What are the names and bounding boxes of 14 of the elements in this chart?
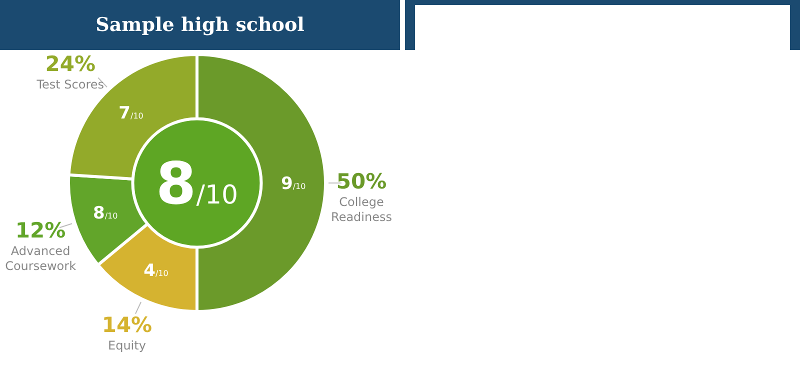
slice-label: Equity bbox=[108, 338, 146, 353]
text: 7/10 bbox=[118, 104, 144, 124]
slice-label: Advanced Coursework bbox=[5, 244, 76, 274]
data-label: 24% bbox=[45, 52, 96, 76]
slice-label: College Readiness bbox=[331, 195, 392, 224]
data-label: 50% bbox=[336, 169, 387, 194]
chart-title: Sample high school bbox=[96, 14, 304, 36]
data-label: 12% bbox=[15, 218, 66, 242]
text: 9/10 bbox=[281, 174, 306, 194]
text: 4/10 bbox=[144, 261, 168, 282]
slice-label: Test Scores bbox=[36, 78, 104, 92]
text: 8/10 bbox=[92, 204, 118, 224]
data-label: 14% bbox=[102, 312, 152, 337]
text: 8/10 bbox=[156, 149, 238, 218]
